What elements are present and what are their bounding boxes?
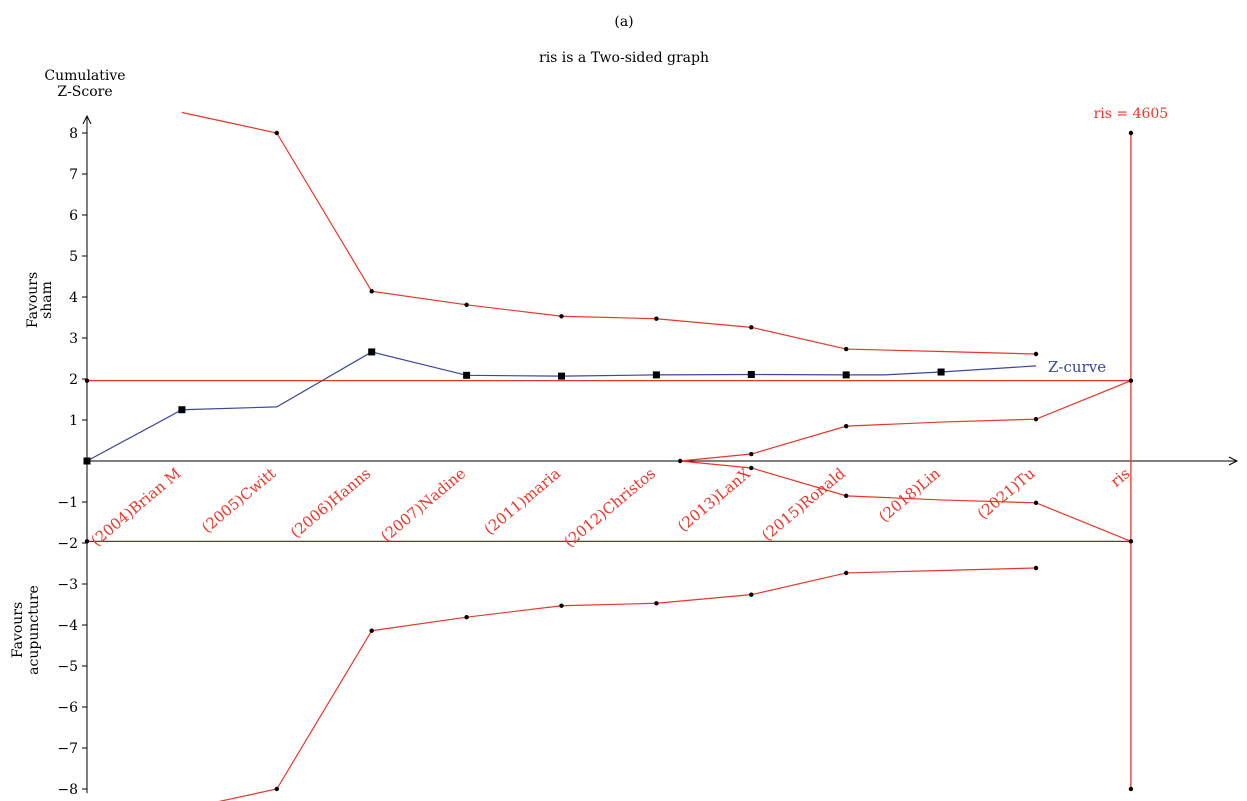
y-tick-label: 5 — [69, 249, 78, 265]
upper-boundary-point — [1033, 351, 1039, 357]
lower-boundary-line — [218, 567, 1037, 801]
upper-boundary-point — [654, 316, 659, 321]
y-tick-label: 7 — [69, 167, 78, 183]
x-category-label: (2015)Ronald — [758, 464, 849, 544]
futility-upper-line — [680, 380, 1132, 462]
upper-boundary-point — [369, 289, 374, 294]
z-curve-point — [558, 372, 565, 380]
z-curve-point — [937, 368, 945, 376]
z-curve-point — [463, 371, 471, 379]
y-ticks: 8 7 6 5 4 3 2 1 −1 −2 −3 −4 −5 −6 −7 −8 — [57, 126, 87, 798]
y-tick-label: −2 — [57, 536, 78, 552]
z-curve-point — [83, 457, 91, 465]
y-axis-title: Cumulative Z-Score — [44, 68, 125, 100]
upper-boundary-point — [749, 325, 754, 330]
futility-lower-point — [749, 465, 754, 471]
svg-text:Cumulative: Cumulative — [44, 68, 125, 84]
futility-lower-point — [844, 493, 849, 499]
y-tick-label: 1 — [69, 413, 78, 429]
svg-text:Favours: Favours — [25, 272, 41, 328]
upper-boundary-point — [844, 346, 849, 352]
x-labels: (2004)Brian M (2005)Cwitt (2006)Hanns (2007… — [87, 464, 1133, 551]
svg-text:sham: sham — [39, 281, 55, 319]
chart-title: ris is a Two-sided graph — [539, 50, 709, 66]
lower-boundary-point — [559, 603, 564, 608]
y-tick-label: 4 — [69, 290, 78, 306]
ris-top-point — [1128, 130, 1134, 136]
lower-boundary-point — [464, 615, 469, 620]
futility-lower-line — [680, 460, 1132, 542]
x-category-label: (2006)Hanns — [287, 464, 374, 541]
futility-upper-point — [1033, 416, 1039, 422]
svg-text:Z-Score: Z-Score — [57, 84, 112, 100]
x-category-label: (2012)Christos — [561, 464, 659, 551]
lower-boundary-point — [749, 592, 754, 597]
futility-upper-point — [844, 423, 849, 429]
z-curve-line — [86, 351, 1037, 462]
lower-boundary-point — [369, 628, 374, 633]
x-category-label: (2013)LanX — [674, 464, 754, 535]
y-tick-label: 3 — [69, 331, 78, 347]
y-axis-arrow — [82, 114, 92, 125]
axes — [82, 114, 1239, 794]
lower-boundary-point — [844, 570, 849, 576]
futility-lower-point — [1033, 500, 1039, 506]
lower-boundary-point — [654, 601, 659, 606]
x-category-label: ris — [1107, 464, 1134, 490]
x-category-label: (2007)Nadine — [377, 464, 469, 545]
lower-boundary-point — [1033, 565, 1039, 571]
favours-sham-label: Favours sham — [25, 272, 55, 328]
x-category-label: (2018)Lin — [875, 464, 944, 526]
markers — [83, 130, 1134, 792]
y-tick-label: −7 — [57, 741, 78, 757]
svg-text:acupuncture: acupuncture — [26, 585, 42, 675]
ris-label: ris = 4605 — [1094, 106, 1169, 122]
conventional-lower-point — [84, 539, 90, 544]
x-category-label: (2005)Cwitt — [198, 464, 279, 536]
y-tick-label: 8 — [69, 126, 78, 142]
conventional-upper-point — [84, 378, 90, 383]
z-curve-point — [652, 371, 660, 379]
upper-boundary-point — [464, 302, 469, 307]
series — [86, 111, 1132, 801]
upper-boundary-line — [181, 111, 1037, 355]
svg-text:Favours: Favours — [10, 602, 26, 658]
panel-label: (a) — [614, 14, 633, 30]
x-category-label: (2021)Tu — [974, 464, 1039, 523]
z-curve-point — [747, 370, 755, 378]
lower-boundary-point — [274, 786, 279, 792]
y-tick-label: −3 — [57, 577, 78, 593]
futility-upper-point — [677, 458, 683, 464]
futility-lower-point — [1128, 539, 1134, 544]
y-tick-label: −1 — [57, 495, 78, 511]
upper-boundary-point — [274, 130, 279, 136]
x-axis-arrow — [1228, 456, 1239, 466]
ris-bottom-point — [1128, 786, 1134, 792]
z-curve-point — [368, 348, 376, 356]
z-curve-point — [178, 406, 186, 414]
y-tick-label: −5 — [57, 659, 78, 675]
y-tick-label: −6 — [57, 700, 78, 716]
x-category-label: (2011)maria — [481, 464, 565, 538]
z-curve-label: Z-curve — [1048, 358, 1106, 376]
x-category-label: (2004)Brian M — [87, 464, 184, 550]
futility-upper-point — [1128, 378, 1134, 383]
y-tick-label: −4 — [57, 618, 78, 634]
y-tick-label: 2 — [69, 372, 78, 388]
y-tick-label: 6 — [69, 208, 78, 224]
futility-upper-point — [749, 451, 754, 457]
z-curve-point — [842, 371, 850, 379]
y-tick-label: −8 — [57, 782, 78, 798]
upper-boundary-point — [559, 314, 564, 319]
favours-acupuncture-label: Favours acupuncture — [10, 585, 42, 675]
